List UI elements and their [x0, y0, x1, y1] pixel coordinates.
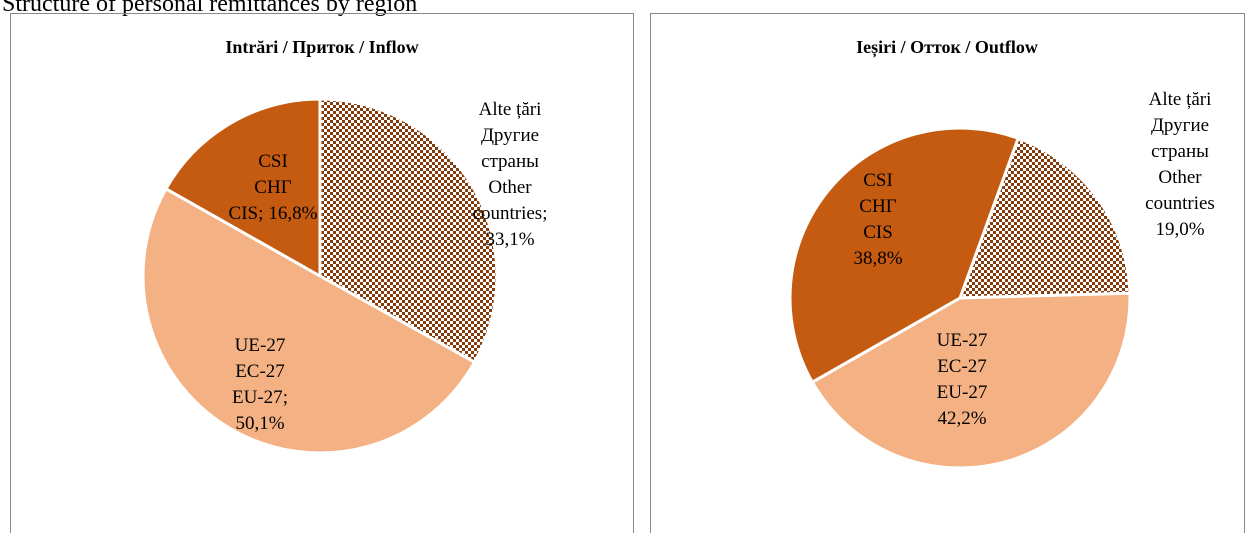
label-separator: ; — [283, 387, 288, 408]
data-label: 33,1% — [485, 229, 534, 250]
data-label: 16,8% — [268, 203, 317, 224]
label-separator: ; — [258, 203, 263, 224]
chart-frame — [10, 13, 634, 533]
pie-slice — [957, 136, 1132, 300]
chart-title: Intrări / Приток / Inflow — [225, 37, 418, 57]
data-label: 42,2% — [937, 408, 986, 429]
pie-slice — [141, 186, 477, 455]
pie-slice — [788, 126, 1021, 385]
data-label-category: Alte țări Другие страны Other countries — [473, 99, 543, 224]
chart-frame — [650, 13, 1245, 533]
pie-slice — [163, 97, 322, 279]
data-label-category: UE-27 EC-27 EU-27 — [232, 335, 285, 408]
data-label-category: UE-27 EC-27 EU-27 — [937, 330, 988, 403]
data-label: 19,0% — [1155, 219, 1204, 240]
data-label-category: Alte țări Другие страны Other countries — [1145, 89, 1215, 214]
chart-title: Ieșiri / Отток / Outflow — [856, 37, 1038, 58]
data-label: 38,8% — [853, 248, 902, 269]
data-label: 50,1% — [235, 413, 284, 434]
label-separator: ; — [542, 203, 547, 224]
data-label-category: CSI СНГ CIS — [229, 151, 292, 224]
data-label-category: CSI СНГ CIS — [859, 170, 896, 243]
page-title: Structure of personal remittances by reg… — [2, 0, 417, 17]
pie-slice — [318, 97, 499, 365]
